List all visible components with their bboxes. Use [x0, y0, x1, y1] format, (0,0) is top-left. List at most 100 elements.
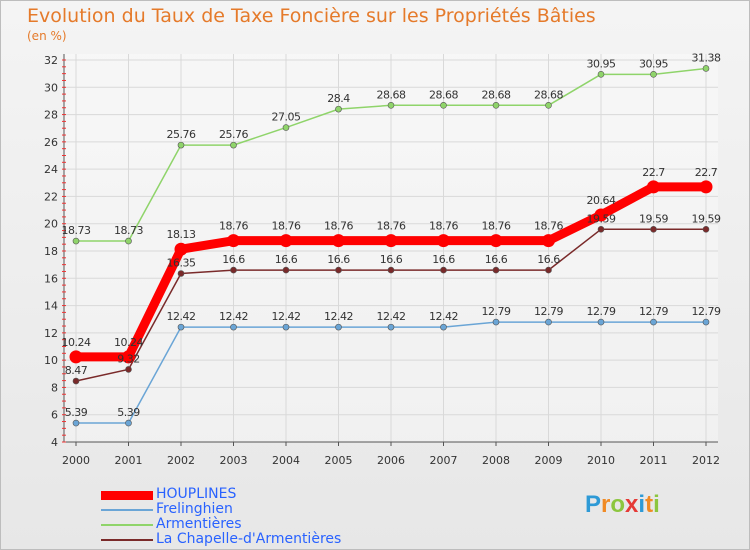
x-tick-label: 2004 — [272, 454, 300, 467]
y-tick-label: 16 — [44, 272, 58, 285]
data-label: 12.79 — [639, 305, 668, 318]
data-point — [335, 323, 342, 331]
logo-letter: i — [653, 491, 660, 518]
data-point — [282, 124, 290, 131]
data-point — [545, 266, 552, 274]
data-point — [227, 234, 240, 248]
data-label: 27.05 — [272, 111, 301, 124]
data-label: 16.6 — [222, 253, 245, 266]
y-tick-label: 28 — [44, 109, 58, 122]
x-tick-label: 2003 — [220, 454, 248, 467]
data-point — [387, 323, 395, 331]
data-label: 10.24 — [114, 336, 143, 349]
data-point — [650, 226, 657, 233]
data-point — [72, 377, 80, 385]
data-point — [332, 234, 345, 248]
logo-letter: r — [601, 491, 611, 518]
logo-letter: o — [610, 491, 626, 518]
data-point — [650, 318, 657, 326]
y-tick-label: 14 — [44, 300, 58, 313]
data-label: 12.42 — [377, 310, 406, 323]
x-tick-label: 2000 — [62, 454, 90, 467]
data-point — [597, 318, 605, 326]
data-label: 18.76 — [324, 220, 353, 233]
data-label: 22.7 — [695, 166, 718, 179]
data-point — [702, 65, 710, 72]
y-tick-label: 18 — [44, 245, 58, 258]
data-label: 5.39 — [65, 406, 88, 419]
data-label: 12.79 — [692, 305, 721, 318]
x-tick-label: 2009 — [535, 454, 563, 467]
data-label: 19.59 — [587, 212, 616, 225]
data-label: 30.95 — [587, 57, 616, 70]
data-point — [647, 180, 660, 194]
x-tick-label: 2006 — [377, 454, 405, 467]
data-point — [440, 101, 447, 109]
data-point — [702, 318, 710, 326]
proxiti-logo: Proxiti — [585, 491, 660, 519]
data-label: 25.76 — [167, 128, 196, 141]
data-point — [230, 266, 237, 274]
data-point — [177, 323, 185, 331]
data-point — [125, 237, 132, 245]
y-tick-label: 26 — [44, 136, 58, 149]
data-label: 18.76 — [272, 220, 301, 233]
y-tick-label: 32 — [44, 54, 58, 67]
x-tick-label: 2008 — [482, 454, 510, 467]
logo-letter: P — [585, 491, 602, 518]
data-point — [387, 266, 395, 274]
y-tick-label: 30 — [44, 81, 58, 94]
data-label: 16.35 — [167, 257, 196, 270]
data-point — [174, 242, 188, 256]
data-point — [125, 419, 132, 427]
data-point — [387, 101, 395, 109]
data-point — [542, 234, 555, 248]
x-tick-label: 2005 — [325, 454, 353, 467]
data-point — [282, 323, 290, 331]
data-label: 18.76 — [219, 220, 248, 233]
data-label: 12.79 — [587, 305, 616, 318]
data-label: 28.68 — [377, 88, 406, 101]
x-tick-label: 2001 — [115, 454, 143, 467]
data-label: 19.59 — [639, 212, 668, 225]
data-label: 18.76 — [377, 220, 406, 233]
legend-swatch — [101, 509, 153, 511]
data-point — [69, 350, 83, 364]
data-label: 12.42 — [324, 310, 353, 323]
data-point — [72, 419, 80, 427]
data-point — [594, 208, 608, 222]
data-point — [440, 323, 447, 331]
data-label: 20.64 — [587, 194, 616, 207]
legend-label: Frelinghien — [156, 501, 233, 517]
data-label: 16.6 — [275, 253, 298, 266]
x-tick-label: 2002 — [167, 454, 195, 467]
data-label: 18.76 — [534, 220, 563, 233]
x-tick-label: 2011 — [640, 454, 668, 467]
data-point — [699, 180, 713, 194]
y-tick-label: 6 — [51, 409, 58, 422]
data-label: 9.32 — [117, 352, 140, 365]
data-label: 25.76 — [219, 128, 248, 141]
data-point — [545, 101, 552, 109]
data-point — [177, 270, 185, 277]
data-point — [177, 141, 185, 149]
data-point — [230, 141, 237, 149]
chart-title: Evolution du Taux de Taxe Foncière sur l… — [27, 5, 596, 27]
data-label: 12.79 — [482, 305, 511, 318]
data-point — [650, 71, 657, 78]
data-label: 16.6 — [432, 253, 455, 266]
y-tick-label: 22 — [44, 190, 58, 203]
logo-letter: i — [638, 491, 646, 518]
x-tick-label: 2010 — [587, 454, 615, 467]
data-label: 28.4 — [327, 92, 350, 105]
data-label: 12.79 — [534, 305, 563, 318]
data-point — [440, 266, 447, 274]
legend-swatch — [101, 524, 153, 526]
data-label: 18.73 — [114, 224, 143, 237]
y-tick-label: 4 — [51, 436, 58, 449]
legend-label: Armentières — [156, 516, 242, 532]
x-tick-label: 2012 — [692, 454, 720, 467]
data-point — [492, 101, 500, 109]
data-label: 28.68 — [429, 88, 458, 101]
